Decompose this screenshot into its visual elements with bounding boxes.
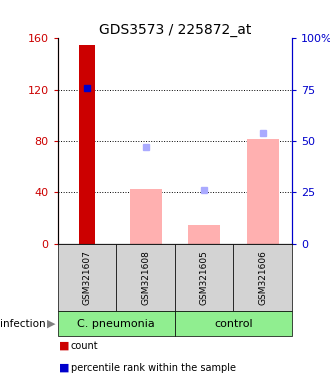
Text: count: count [71,341,99,351]
Title: GDS3573 / 225872_at: GDS3573 / 225872_at [99,23,251,37]
Text: ■: ■ [59,363,70,373]
Text: infection: infection [0,318,46,329]
Text: GSM321605: GSM321605 [200,250,209,305]
Bar [79,45,95,244]
Text: ▶: ▶ [47,318,55,329]
Text: control: control [214,318,253,329]
Text: GSM321606: GSM321606 [258,250,267,305]
Bar [129,189,162,244]
Text: GSM321607: GSM321607 [82,250,91,305]
Text: C. pneumonia: C. pneumonia [78,318,155,329]
Text: ■: ■ [59,341,70,351]
Text: GSM321608: GSM321608 [141,250,150,305]
Bar [247,139,279,244]
Bar [188,225,220,244]
Text: percentile rank within the sample: percentile rank within the sample [71,363,236,373]
